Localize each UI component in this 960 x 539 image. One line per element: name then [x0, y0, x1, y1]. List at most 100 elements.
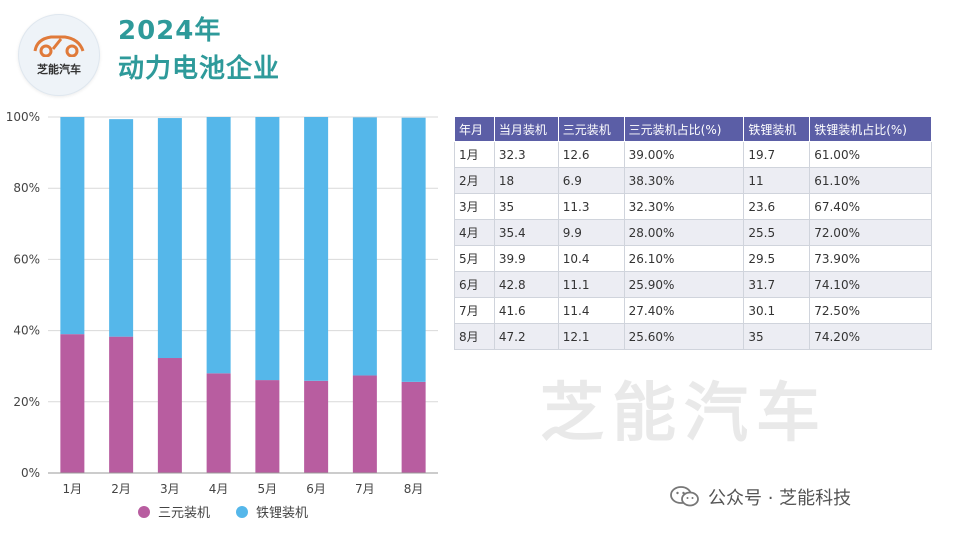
y-tick-label: 40%: [13, 324, 40, 338]
table-cell: 12.6: [557, 141, 625, 168]
footer-text: 公众号 · 芝能科技: [708, 488, 852, 509]
table-cell: 7月: [454, 297, 495, 324]
table-cell: 28.00%: [623, 219, 745, 246]
table-cell: 39.00%: [623, 141, 745, 168]
table-cell: 47.2: [493, 323, 559, 350]
table-row: 7月 41.6 11.4 27.40% 30.1 72.50%: [454, 297, 932, 324]
data-table: 年月 当月装机 三元装机 三元装机占比(%) 铁锂装机 铁锂装机占比(%) 1月…: [454, 116, 932, 350]
column-header: 铁锂装机占比(%): [809, 116, 932, 142]
table-row: 8月 47.2 12.1 25.60% 35 74.20%: [454, 323, 932, 350]
bar-segment: [206, 117, 231, 374]
bar-segment: [255, 380, 280, 473]
table-cell: 39.9: [493, 245, 559, 272]
x-tick-label: 8月: [404, 482, 424, 496]
table-cell: 27.40%: [623, 297, 745, 324]
table-cell: 61.00%: [809, 141, 932, 168]
table-cell: 5月: [454, 245, 495, 272]
table-row: 6月 42.8 11.1 25.90% 31.7 74.10%: [454, 271, 932, 298]
table-cell: 35: [493, 193, 559, 220]
table-cell: 11.1: [557, 271, 625, 298]
table-cell: 25.60%: [623, 323, 745, 350]
bar-segment: [60, 334, 85, 473]
brand-logo: 芝能汽车: [18, 14, 100, 96]
bar-segment: [352, 375, 377, 473]
page-title-year: 2024年: [118, 16, 222, 46]
y-tick-label: 100%: [6, 110, 40, 124]
legend-label-lfp: 铁锂装机: [256, 506, 309, 521]
table-cell: 18: [493, 167, 559, 194]
table-cell: 11.3: [557, 193, 625, 220]
legend-dot-lfp: [236, 505, 249, 518]
legend-item-lfp: 铁锂装机: [236, 502, 308, 521]
y-tick-label: 60%: [13, 252, 40, 266]
table-row: 4月 35.4 9.9 28.00% 25.5 72.00%: [454, 219, 932, 246]
table-cell: 30.1: [743, 297, 811, 324]
table-cell: 6.9: [557, 167, 625, 194]
column-header: 三元装机: [557, 116, 625, 142]
table-cell: 32.3: [493, 141, 559, 168]
table-cell: 74.20%: [809, 323, 932, 350]
table-cell: 72.00%: [809, 219, 932, 246]
bar-segment: [352, 117, 377, 376]
table-row: 3月 35 11.3 32.30% 23.6 67.40%: [454, 193, 932, 220]
legend-label-ternary: 三元装机: [158, 506, 211, 521]
watermark-text: 芝能汽车: [540, 377, 828, 451]
x-tick-label: 1月: [63, 482, 83, 496]
bar-segment: [206, 373, 231, 473]
column-header: 铁锂装机: [743, 116, 811, 142]
table-cell: 9.9: [557, 219, 625, 246]
table-cell: 26.10%: [623, 245, 745, 272]
bar-segment: [401, 117, 426, 382]
table-cell: 4月: [454, 219, 495, 246]
table-cell: 67.40%: [809, 193, 932, 220]
table-cell: 11.4: [557, 297, 625, 324]
table-cell: 23.6: [743, 193, 811, 220]
table-cell: 25.5: [743, 219, 811, 246]
table-cell: 2月: [454, 167, 495, 194]
table-cell: 73.90%: [809, 245, 932, 272]
table-cell: 3月: [454, 193, 495, 220]
bar-segment: [157, 358, 182, 473]
logo-text: 芝能汽车: [37, 63, 81, 76]
legend-dot-ternary: [138, 505, 150, 518]
bar-segment: [109, 336, 134, 473]
x-tick-label: 7月: [355, 482, 375, 496]
table-row: 5月 39.9 10.4 26.10% 29.5 73.90%: [454, 245, 932, 272]
page-title: 动力电池企业: [118, 54, 281, 84]
table-cell: 10.4: [557, 245, 625, 272]
table-cell: 38.30%: [623, 167, 745, 194]
column-header: 三元装机占比(%): [623, 116, 745, 142]
table-cell: 11: [743, 167, 811, 194]
x-tick-label: 2月: [111, 482, 131, 496]
table-cell: 74.10%: [809, 271, 932, 298]
table-cell: 72.50%: [809, 297, 932, 324]
table-cell: 8月: [454, 323, 495, 350]
table-cell: 25.90%: [623, 271, 745, 298]
column-header: 年月: [454, 116, 495, 142]
bar-segment: [157, 118, 182, 359]
table-row: 2月 18 6.9 38.30% 11 61.10%: [454, 167, 932, 194]
table-cell: 31.7: [743, 271, 811, 298]
table-row: 1月 32.3 12.6 39.00% 19.7 61.00%: [454, 141, 932, 168]
bar-segment: [401, 381, 426, 473]
footer-account: 公众号 · 芝能科技: [670, 484, 851, 510]
table-cell: 6月: [454, 271, 495, 298]
wechat-icon: [670, 486, 699, 507]
chart-legend: 三元装机 铁锂装机: [138, 502, 308, 521]
x-tick-label: 5月: [258, 482, 278, 496]
y-tick-label: 80%: [13, 181, 40, 195]
bar-segment: [304, 117, 329, 381]
x-tick-label: 4月: [209, 482, 229, 496]
stacked-bar-chart: 0% 20% 40% 60% 80% 100% 1月 2月 3月 4月 5月 6月 7月 8月: [6, 110, 438, 496]
column-header: 当月装机: [493, 116, 559, 142]
legend-item-ternary: 三元装机: [138, 502, 210, 521]
x-tick-label: 3月: [160, 482, 180, 496]
table-cell: 35: [743, 323, 811, 350]
table-cell: 19.7: [743, 141, 811, 168]
y-tick-label: 20%: [13, 395, 40, 409]
y-tick-label: 0%: [21, 466, 40, 480]
bar-segment: [304, 380, 329, 473]
bar-segment: [255, 117, 280, 381]
x-tick-label: 6月: [306, 482, 326, 496]
car-logo-icon: [33, 35, 85, 57]
